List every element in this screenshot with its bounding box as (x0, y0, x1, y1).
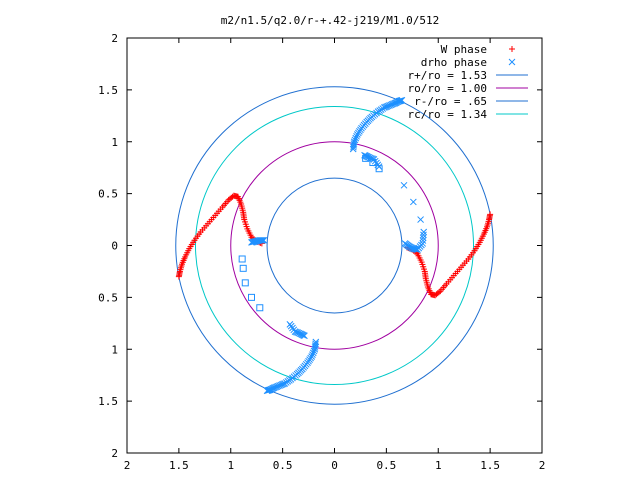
y-tick-label: 0.5 (98, 188, 118, 201)
x-tick-label: 1.5 (169, 459, 189, 472)
drho-phase-point (311, 345, 319, 353)
drho-square-point (248, 293, 255, 301)
drho-square-point (239, 264, 247, 272)
legend-label: r+/ro = 1.53 (408, 69, 487, 82)
y-tick-label: 0.5 (98, 291, 118, 304)
drho-phase-point (286, 320, 294, 328)
circle-1 (230, 141, 439, 350)
legend-label: drho phase (421, 56, 487, 69)
series-1 (248, 96, 428, 395)
chart-title: m2/n1.5/q2.0/r-+.42-j219/M1.0/512 (221, 14, 440, 27)
drho-phase-point (250, 238, 257, 246)
legend-marker (508, 58, 516, 66)
legend-label: rc/ro = 1.34 (408, 108, 488, 121)
drho-phase-point (353, 132, 360, 140)
x-tick-label: 2 (124, 459, 131, 472)
legend-label: W phase (441, 43, 487, 56)
drho-phase-point (263, 387, 271, 395)
x-axis: 2 1.5 1 0.5 0 0.5 1 1.5 2 (124, 38, 546, 472)
y-tick-label: 1 (111, 343, 118, 356)
y-tick-label: 1 (111, 136, 118, 149)
y-tick-label: 2 (111, 447, 118, 460)
x-tick-label: 0.5 (273, 459, 293, 472)
x-tick-label: 1 (227, 459, 234, 472)
drho-phase-point (400, 181, 408, 189)
drho-square-point (238, 255, 246, 263)
x-tick-label: 0 (331, 459, 338, 472)
drho-square-point (369, 159, 377, 166)
drho-square-point (375, 165, 383, 173)
x-tick-label: 0.5 (376, 459, 396, 472)
series-layer (175, 96, 494, 395)
drho-phase-point (420, 231, 427, 239)
drho-phase-point (309, 351, 316, 359)
drho-phase-point (419, 234, 427, 242)
radius-circles (175, 86, 494, 405)
drho-phase-point (398, 96, 406, 104)
drho-phase-point (375, 163, 383, 171)
legend-label: r-/ro = .65 (414, 95, 487, 108)
drho-phase-point (419, 237, 427, 244)
series-2 (238, 154, 383, 312)
drho-square-point (241, 279, 249, 287)
series-0 (175, 192, 494, 299)
drho-phase-point (420, 228, 428, 236)
drho-phase-point (351, 136, 359, 144)
drho-phase-point (352, 134, 360, 142)
drho-phase-point (401, 240, 409, 247)
legend-label: ro/ro = 1.00 (408, 82, 487, 95)
drho-phase-point (409, 198, 417, 206)
x-tick-label: 1.5 (480, 459, 500, 472)
drho-square-point (362, 154, 370, 162)
drho-phase-point (417, 216, 424, 223)
y-tick-label: 1.5 (98, 395, 118, 408)
drho-phase-point (310, 347, 318, 355)
y-tick-label: 0 (111, 240, 118, 253)
y-tick-label: 2 (111, 32, 118, 45)
x-tick-label: 1 (435, 459, 442, 472)
legend-marker (509, 46, 515, 52)
drho-phase-point (350, 138, 358, 146)
x-tick-label: 2 (539, 459, 546, 472)
y-axis: 2 1.5 1 0.5 0 0.5 1 1.5 2 (98, 32, 542, 460)
circle-0 (175, 86, 494, 405)
drho-square-point (256, 304, 264, 312)
drho-phase-point (309, 349, 317, 357)
y-tick-label: 1.5 (98, 84, 118, 97)
drho-phase-point (249, 238, 256, 246)
circle-3 (194, 105, 475, 386)
drho-phase-point (248, 239, 255, 246)
circle-2 (266, 177, 403, 314)
